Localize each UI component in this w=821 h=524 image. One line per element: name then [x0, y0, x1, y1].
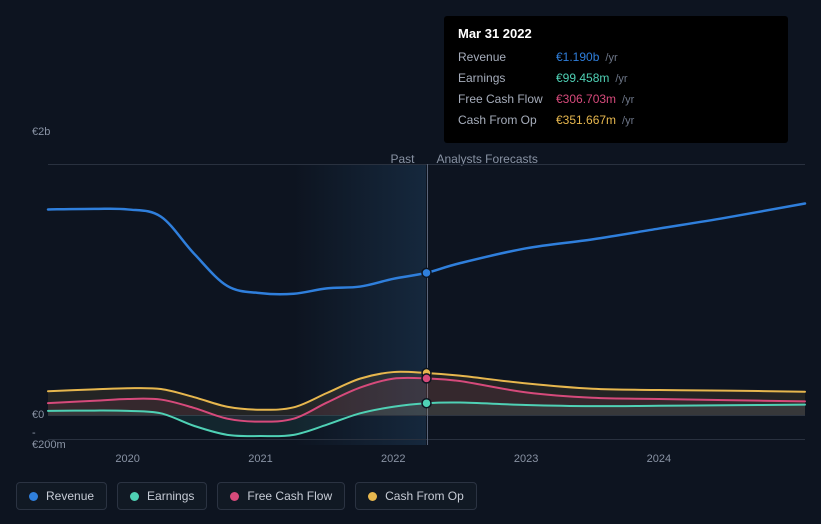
- legend-dot: [29, 492, 38, 501]
- series-lines: [48, 120, 805, 445]
- x-tick-label: 2021: [248, 453, 272, 465]
- x-tick-label: 2022: [381, 453, 405, 465]
- tooltip-row-revenue: Revenue €1.190b /yr: [458, 47, 774, 68]
- legend-dot: [230, 492, 239, 501]
- x-tick-label: 2020: [115, 453, 139, 465]
- plot-area[interactable]: Past Analysts Forecasts: [48, 120, 805, 445]
- tooltip-label: Free Cash Flow: [458, 89, 550, 109]
- y-tick-label: -€200m: [32, 427, 44, 451]
- tooltip-row-earnings: Earnings €99.458m /yr: [458, 68, 774, 89]
- tooltip-row-fcf: Free Cash Flow €306.703m /yr: [458, 89, 774, 110]
- financials-chart[interactable]: Past Analysts Forecasts €2b€0-€200m 2020…: [16, 120, 805, 445]
- legend-item-cfo[interactable]: Cash From Op: [355, 482, 477, 510]
- legend-dot: [130, 492, 139, 501]
- cursor-marker-revenue: [422, 268, 431, 277]
- tooltip-suffix: /yr: [622, 90, 634, 110]
- tooltip-suffix: /yr: [615, 69, 627, 89]
- cursor-marker-free_cash_flow: [422, 374, 431, 383]
- legend-item-revenue[interactable]: Revenue: [16, 482, 107, 510]
- y-tick-label: €0: [32, 409, 44, 421]
- chart-legend: Revenue Earnings Free Cash Flow Cash Fro…: [16, 482, 477, 510]
- y-tick-label: €2b: [32, 126, 44, 138]
- tooltip-label: Earnings: [458, 68, 550, 88]
- legend-item-fcf[interactable]: Free Cash Flow: [217, 482, 345, 510]
- tooltip-suffix: /yr: [605, 48, 617, 68]
- tooltip-value: €99.458m: [556, 68, 609, 88]
- legend-dot: [368, 492, 377, 501]
- legend-label: Free Cash Flow: [247, 489, 332, 503]
- tooltip-label: Revenue: [458, 47, 550, 67]
- cursor-marker-earnings: [422, 399, 431, 408]
- x-tick-label: 2024: [647, 453, 671, 465]
- series-line-revenue: [48, 203, 805, 294]
- legend-label: Earnings: [147, 489, 194, 503]
- tooltip-value: €1.190b: [556, 47, 599, 67]
- legend-item-earnings[interactable]: Earnings: [117, 482, 207, 510]
- x-tick-label: 2023: [514, 453, 538, 465]
- tooltip-value: €306.703m: [556, 89, 616, 109]
- tooltip-date: Mar 31 2022: [458, 26, 774, 41]
- legend-label: Cash From Op: [385, 489, 464, 503]
- legend-label: Revenue: [46, 489, 94, 503]
